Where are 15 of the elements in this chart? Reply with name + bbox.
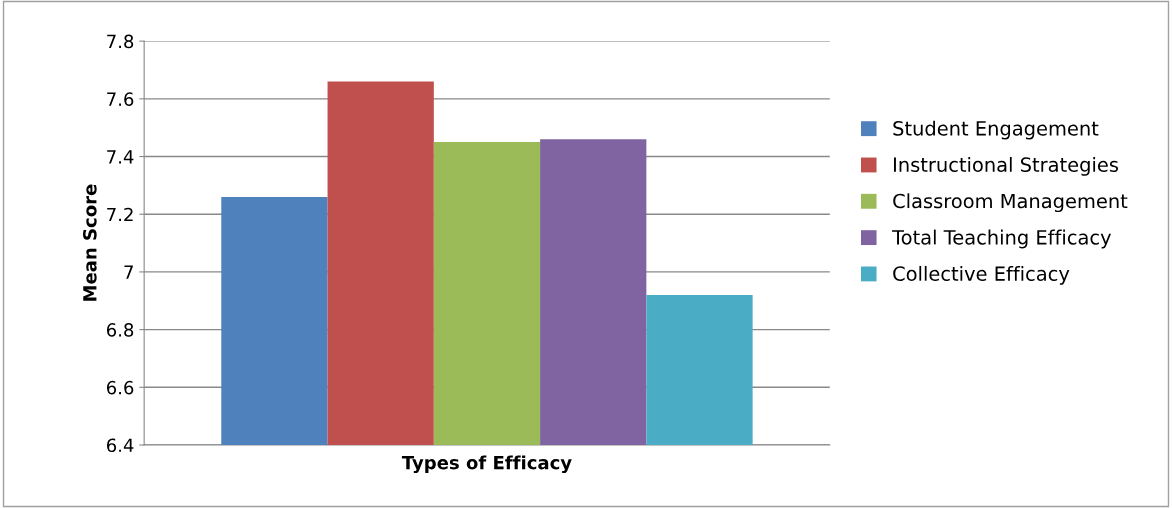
y-tick-label: 7.6 <box>107 92 134 106</box>
legend-label: Collective Efficacy <box>893 265 1070 285</box>
legend-label: Student Engagement <box>893 120 1099 140</box>
legend-label: Instructional Strategies <box>894 156 1119 176</box>
y-tick-label: 6.6 <box>106 380 134 395</box>
y-tick-label: 6.4 <box>106 438 134 453</box>
y-axis-title: Mean Score <box>83 184 97 301</box>
legend-label: Total Teaching Efficacy <box>892 229 1112 249</box>
y-tick-label: 7.4 <box>107 150 134 164</box>
y-tick-label: 6.8 <box>106 323 134 337</box>
x-axis-title: Types of Efficacy <box>401 455 572 474</box>
y-tick-label: 7.2 <box>107 207 133 222</box>
legend-label: Classroom Management <box>893 193 1128 213</box>
y-tick-label: 7 <box>124 265 133 279</box>
y-tick-label: 7.8 <box>107 34 134 49</box>
